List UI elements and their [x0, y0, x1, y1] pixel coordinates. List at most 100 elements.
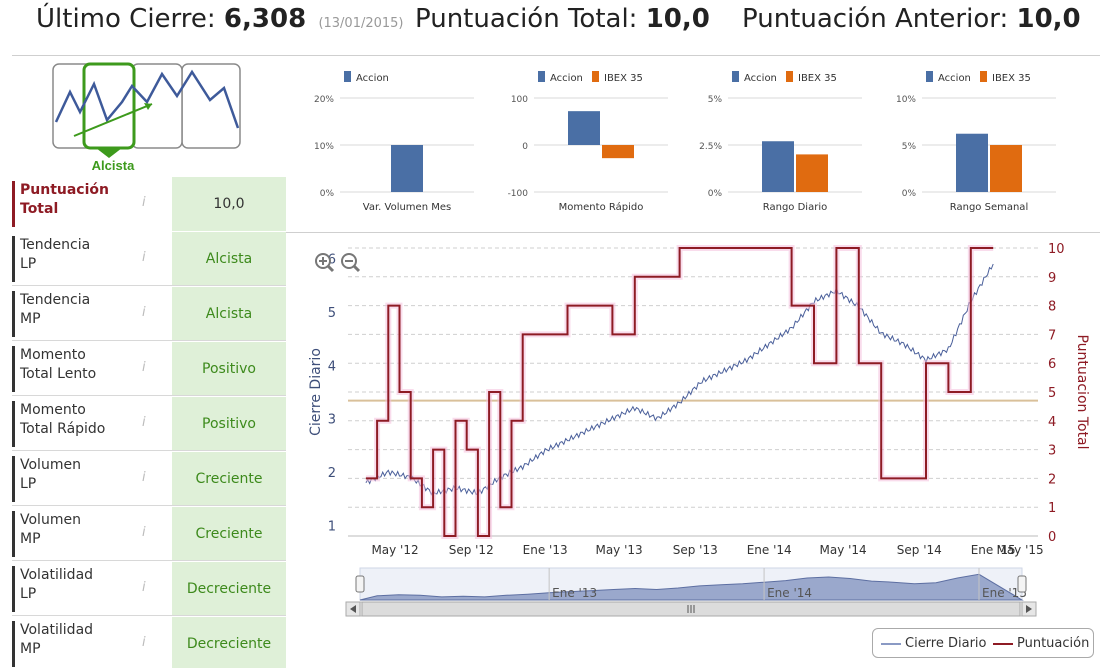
- info-icon[interactable]: i: [142, 360, 146, 375]
- navigator-handle-left[interactable]: [355, 575, 365, 593]
- y-tick-label-left: 2: [328, 466, 336, 481]
- info-icon[interactable]: i: [142, 580, 146, 595]
- scroll-left-icon: [350, 605, 356, 613]
- y-tick-label: 5%: [902, 142, 917, 152]
- indicator-label-line1: Tendencia: [20, 292, 91, 308]
- indicator-value: Alcista: [172, 287, 286, 341]
- series-score-line: [365, 247, 994, 537]
- chart-legend: Cierre Diario Puntuación: [872, 628, 1094, 658]
- indicator-label: Tendencia MP: [12, 291, 170, 337]
- legend-swatch: [926, 71, 933, 82]
- y-tick-label-right: 1: [1048, 501, 1056, 516]
- navigator-handle-right[interactable]: [1017, 575, 1027, 593]
- x-tick-label: Sep '12: [449, 543, 494, 557]
- indicator-label-line1: Volumen: [20, 457, 81, 473]
- indicator-row-volume-mp: Volumen MP i Creciente: [12, 507, 286, 561]
- x-tick-label: May '14: [819, 543, 866, 557]
- mini-chart-daily-range: Accion IBEX 35 5% 2.5% 0% Rango Diario: [699, 71, 862, 213]
- legend-swatch: [980, 71, 987, 82]
- legend-item-score[interactable]: Puntuación: [993, 636, 1089, 651]
- indicator-value: Decreciente: [172, 617, 286, 668]
- bar: [762, 141, 794, 192]
- info-icon[interactable]: i: [142, 525, 146, 540]
- total-score: Puntuación Total: 10,0: [415, 4, 710, 34]
- y-tick-label: 0%: [708, 189, 723, 199]
- y-tick-label-right: 10: [1048, 242, 1065, 257]
- y-tick-label: 20%: [314, 95, 334, 105]
- y-tick-label-right: 5: [1048, 386, 1056, 401]
- y-tick-label-right: 2: [1048, 472, 1056, 487]
- legend-label: Puntuación: [1017, 636, 1090, 651]
- y-tick-label: 10%: [896, 95, 916, 105]
- mini-chart-volume-month: Accion 20% 10% 0% Var. Volumen Mes: [314, 71, 474, 213]
- y-tick-label: 100: [511, 95, 528, 105]
- header-divider: [12, 55, 1100, 56]
- indicator-value: Alcista: [172, 232, 286, 286]
- indicator-label-line2: MP: [20, 311, 41, 327]
- indicator-label: Volumen MP: [12, 511, 170, 557]
- info-icon[interactable]: i: [142, 305, 146, 320]
- x-category-label: Var. Volumen Mes: [363, 202, 451, 213]
- indicator-label-line2: LP: [20, 256, 37, 272]
- x-tick-label: Sep '14: [897, 543, 942, 557]
- indicator-label-line2: LP: [20, 476, 37, 492]
- previous-score-label: Puntuación Anterior:: [742, 4, 1009, 34]
- last-close-label: Último Cierre:: [36, 4, 216, 34]
- previous-score: Puntuación Anterior: 10,0: [742, 4, 1081, 34]
- info-icon[interactable]: i: [142, 635, 146, 650]
- indicator-label: Tendencia LP: [12, 236, 170, 282]
- info-icon[interactable]: i: [142, 470, 146, 485]
- x-category-label: Rango Semanal: [950, 202, 1028, 213]
- indicator-label: Volatilidad LP: [12, 566, 170, 612]
- navigator-label: Ene '15: [982, 586, 1027, 600]
- indicator-value: 10,0: [172, 177, 286, 231]
- y-tick-label-right: 7: [1048, 328, 1056, 343]
- navigator-scrollbar[interactable]: [345, 601, 1037, 617]
- indicator-label-line2: MP: [20, 641, 41, 657]
- indicator-label-line2: MP: [20, 531, 41, 547]
- bar: [956, 133, 988, 192]
- last-close-date: (13/01/2015): [318, 16, 404, 31]
- y-tick-label: 0: [522, 142, 528, 152]
- indicator-value: Creciente: [172, 507, 286, 561]
- indicator-label-line1: Tendencia: [20, 237, 91, 253]
- zoom-out-icon[interactable]: [341, 253, 361, 273]
- x-tick-label: Ene '13: [523, 543, 568, 557]
- info-icon[interactable]: i: [142, 250, 146, 265]
- range-navigator[interactable]: Ene '13 Ene '14 Ene '15: [355, 567, 1027, 601]
- row-divider: [12, 285, 286, 286]
- indicator-row-trend-mp: Tendencia MP i Alcista: [12, 287, 286, 341]
- indicator-label-line1: Volatilidad: [20, 622, 94, 638]
- info-icon[interactable]: i: [142, 415, 146, 430]
- info-icon[interactable]: i: [142, 195, 146, 210]
- indicator-row-trend-lp: Tendencia LP i Alcista: [12, 232, 286, 286]
- indicator-label-line1: Puntuación: [20, 182, 109, 198]
- y-tick-label-right: 6: [1048, 357, 1056, 372]
- x-tick-label: May '13: [595, 543, 642, 557]
- legend-item-close[interactable]: Cierre Diario: [881, 636, 987, 651]
- mini-chart-weekly-range: Accion IBEX 35 10% 5% 0% Rango Semanal: [896, 71, 1056, 213]
- series-close-line: [365, 263, 994, 496]
- y-tick-label-left: 3: [328, 413, 336, 428]
- legend-swatch: [732, 71, 739, 82]
- x-tick-label: May '12: [371, 543, 418, 557]
- indicator-label-line1: Momento: [20, 402, 86, 418]
- zoom-in-icon[interactable]: [315, 253, 335, 273]
- row-divider: [12, 615, 286, 616]
- indicator-row-volume-lp: Volumen LP i Creciente: [12, 452, 286, 506]
- legend-swatch: [993, 642, 1013, 645]
- indicator-value: Positivo: [172, 342, 286, 396]
- legend-swatch: [881, 642, 901, 645]
- legend-swatch: [538, 71, 545, 82]
- indicator-label-line1: Volatilidad: [20, 567, 94, 583]
- row-divider: [12, 505, 286, 506]
- y-tick-label: 0%: [902, 189, 917, 199]
- indicator-label-line2: Total Rápido: [20, 421, 106, 437]
- indicator-value: Creciente: [172, 452, 286, 506]
- legend-swatch: [786, 71, 793, 82]
- total-score-value: 10,0: [645, 4, 710, 34]
- header-bar: Último Cierre: 6,308 (13/01/2015) Puntua…: [0, 0, 1114, 46]
- y-tick-label-left: 4: [328, 359, 336, 374]
- y-tick-label-right: 0: [1048, 530, 1056, 545]
- trend-logo-icon: [52, 62, 241, 158]
